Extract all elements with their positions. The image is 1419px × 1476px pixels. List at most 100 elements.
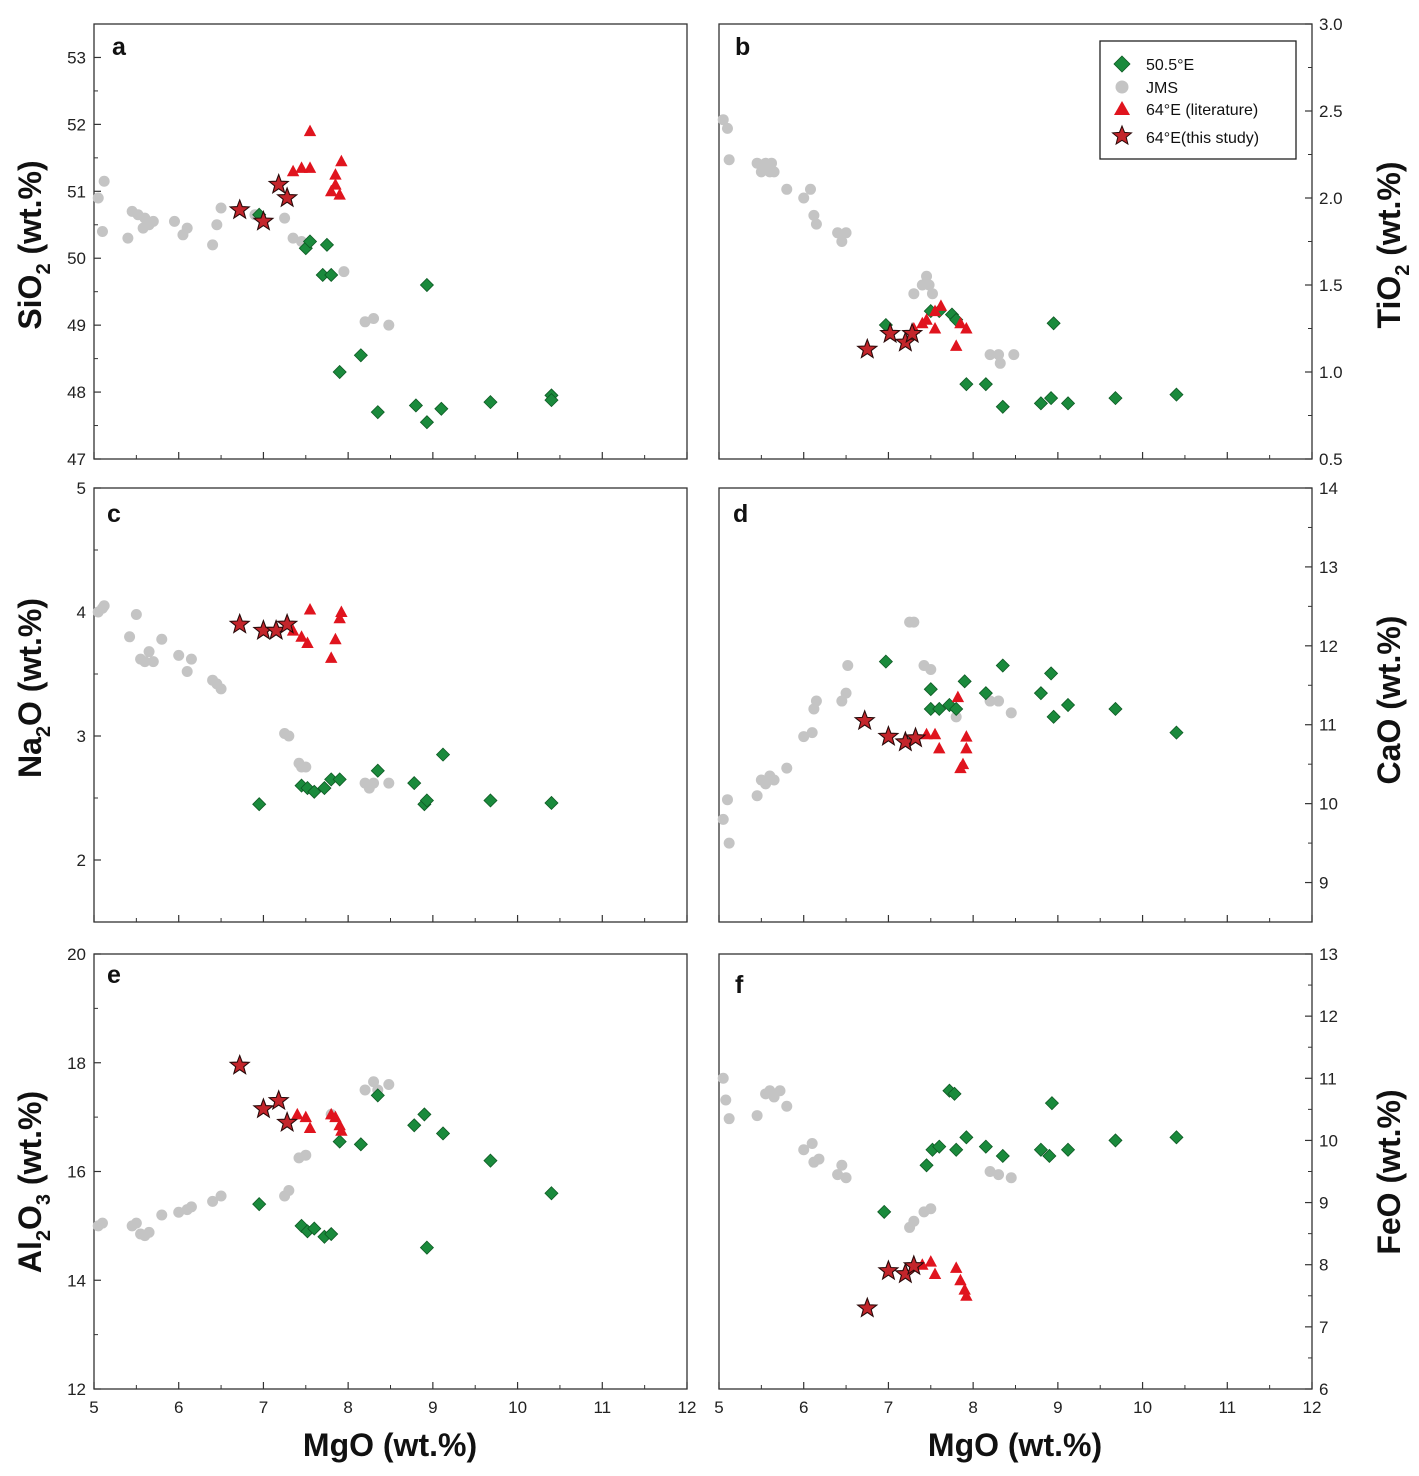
diamond-point-505e	[324, 267, 339, 283]
y-tick-label: 5	[77, 479, 86, 498]
panel-d: 9 10 11 12 13 14 d	[717, 479, 1338, 923]
circle-point-jms	[98, 175, 110, 187]
circle-point-jms	[143, 646, 155, 658]
triangle-point-64e-literature	[928, 322, 942, 334]
panel-e: 12 14 16 18 20 5 6 7 8 9 10 11 12 e	[67, 945, 696, 1417]
diamond-point-505e	[307, 784, 322, 799]
star-point-64e-this-study	[853, 709, 876, 731]
x-tick-label: 9	[428, 1398, 437, 1417]
circle-point-jms	[721, 122, 733, 134]
x-tick-label: 6	[799, 1398, 808, 1417]
circle-point-jms	[130, 1217, 142, 1229]
legend-triangle-marker	[1114, 101, 1130, 115]
star-point-64e-this-study	[902, 1254, 925, 1276]
legend-circle-marker	[1115, 80, 1129, 94]
star-point-64e-this-study	[877, 725, 900, 746]
panel-letter-a: a	[112, 33, 127, 61]
diamond-point-505e	[878, 654, 893, 669]
circle-point-jms	[173, 1206, 185, 1218]
diamond-point-505e	[483, 1153, 498, 1168]
y-tick-label: 13	[1319, 558, 1338, 577]
y-ticks-f: 6 7 8 9 10 11 12 13 5 6 7 8 9 10 11 12	[714, 945, 1338, 1417]
circle-point-jms	[383, 319, 395, 331]
circle-point-jms	[798, 731, 810, 743]
triangle-point-64e-literature	[329, 168, 342, 180]
circle-point-jms	[283, 1185, 295, 1197]
circle-point-jms	[207, 1195, 219, 1207]
panel-a: 47 48 49 50 51 52 53 a	[67, 23, 688, 469]
circle-point-jms	[211, 219, 223, 231]
circle-point-jms	[720, 1094, 732, 1106]
y-tick-label: 10	[1319, 1131, 1338, 1150]
diamond-point-505e	[483, 395, 498, 410]
legend-label-64e-literature: 64°E (literature)	[1146, 102, 1258, 119]
circle-point-jms	[926, 288, 938, 300]
triangle-point-64e-literature	[934, 299, 948, 311]
panel-b: 0.5 1.0 1.5 2.0 2.5 3.0 b	[717, 15, 1343, 469]
y-tick-label: 3.0	[1319, 15, 1343, 34]
x-tick-label: 10	[508, 1398, 527, 1417]
star-point-64e-this-study	[228, 1053, 251, 1075]
circle-point-jms	[723, 837, 735, 849]
circle-point-jms	[984, 1166, 996, 1177]
circle-point-jms	[723, 1113, 735, 1125]
circle-point-jms	[993, 349, 1005, 361]
x-tick-label: 7	[259, 1398, 268, 1417]
plot-frame-c	[93, 487, 688, 923]
circle-point-jms	[139, 656, 151, 668]
diamond-point-505e	[434, 401, 449, 416]
star-point-64e-this-study	[267, 173, 290, 194]
diamond-point-505e	[995, 399, 1010, 414]
diamond-point-505e	[435, 1126, 451, 1141]
triangle-point-64e-literature	[951, 690, 965, 703]
triangle-point-64e-literature	[329, 178, 342, 190]
diamond-point-505e	[370, 405, 385, 420]
circle-point-jms	[283, 730, 295, 742]
triangle-point-64e-literature	[960, 1289, 973, 1301]
circle-point-jms	[813, 1153, 825, 1165]
y-tick-label: 11	[1319, 1069, 1337, 1088]
diamond-point-505e	[1169, 387, 1184, 402]
triangle-point-64e-literature	[325, 651, 338, 663]
data-points-c	[92, 600, 559, 812]
data-points-f	[717, 1072, 1184, 1318]
diamond-point-505e	[1044, 1096, 1059, 1111]
diamond-point-505e	[544, 1186, 559, 1201]
data-points-b	[717, 114, 1184, 414]
diamond-point-505e	[947, 1086, 962, 1101]
panel-c: 2 3 4 5 c	[77, 479, 688, 923]
diamond-point-505e	[1033, 1142, 1048, 1157]
panel-letter-d: d	[733, 500, 748, 528]
diamond-point-505e	[1060, 1142, 1076, 1157]
circle-point-jms	[300, 761, 312, 773]
circle-point-jms	[96, 225, 108, 237]
diamond-point-505e	[419, 793, 434, 808]
diamond-point-505e	[417, 1107, 432, 1122]
diamond-point-505e	[923, 682, 938, 697]
triangle-point-64e-literature	[928, 304, 942, 317]
circle-point-jms	[993, 695, 1005, 707]
y-tick-label: 53	[67, 48, 86, 67]
circle-point-jms	[923, 279, 935, 291]
circle-point-jms	[798, 192, 810, 204]
circle-point-jms	[156, 1209, 168, 1221]
triangle-point-64e-literature	[920, 313, 933, 325]
circle-point-jms	[751, 1110, 763, 1122]
diamond-point-505e	[353, 1137, 368, 1152]
y-tick-label: 2.5	[1319, 102, 1343, 121]
diamond-point-505e	[324, 1226, 339, 1242]
circle-point-jms	[156, 633, 168, 645]
x-tick-label: 7	[884, 1398, 893, 1417]
triangle-point-64e-literature	[291, 1107, 304, 1120]
triangle-point-64e-literature	[960, 322, 973, 334]
circle-point-jms	[781, 183, 793, 195]
circle-point-jms	[921, 270, 933, 282]
y-axis-title-b: TiO2 (wt.%)	[1371, 162, 1414, 329]
diamond-point-505e	[919, 1158, 934, 1173]
circle-point-jms	[804, 183, 816, 195]
circle-point-jms	[717, 813, 729, 825]
y-tick-label: 14	[67, 1271, 86, 1290]
triangle-point-64e-literature	[928, 727, 942, 740]
circle-point-jms	[798, 1144, 810, 1156]
circle-point-jms	[359, 1084, 371, 1096]
